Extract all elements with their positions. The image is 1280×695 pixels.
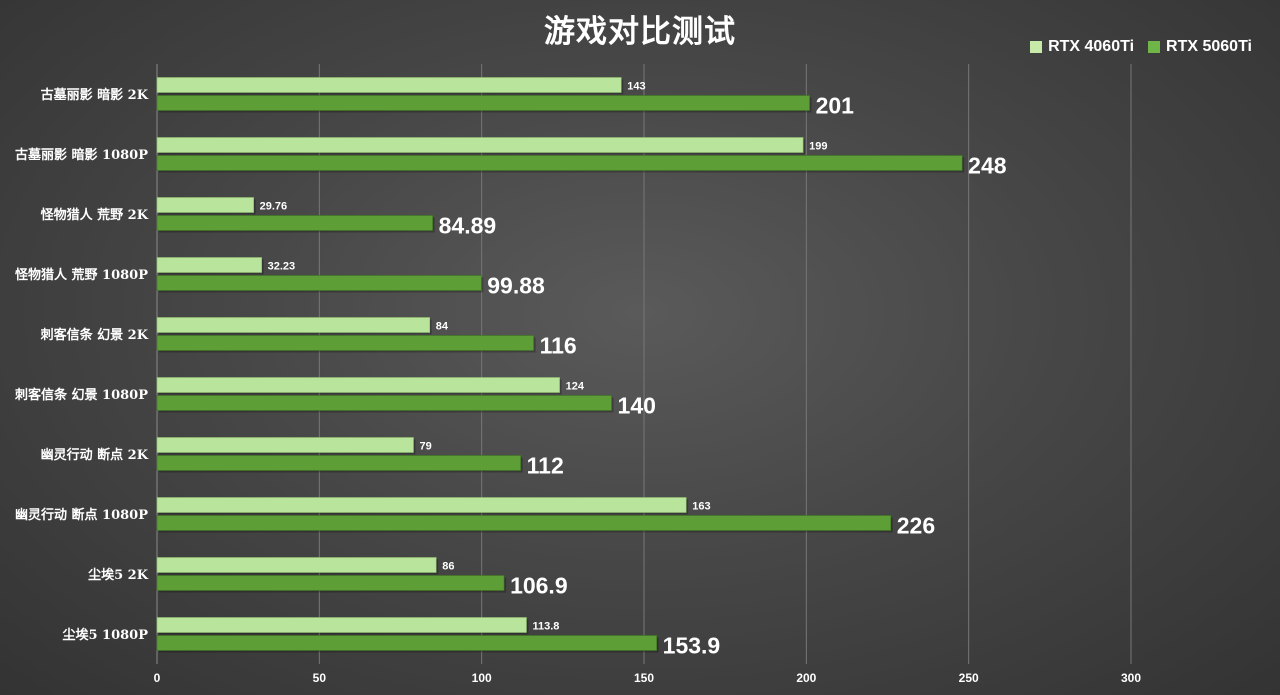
bar-rtx5060ti-2 bbox=[156, 155, 963, 171]
x-tick-label-50: 50 bbox=[313, 671, 327, 685]
legend: RTX 4060Ti RTX 5060Ti bbox=[1030, 38, 1252, 56]
category-label-3: 怪物猎人 荒野 2K bbox=[41, 207, 149, 223]
data-label-rtx5060ti-5: 116 bbox=[540, 333, 577, 359]
data-label-rtx5060ti-8: 226 bbox=[897, 513, 935, 539]
data-label-rtx5060ti-2: 248 bbox=[968, 153, 1007, 179]
x-tick-label-150: 150 bbox=[634, 671, 654, 685]
bar-rtx4060ti-6 bbox=[156, 377, 560, 393]
data-label-rtx4060ti-9: 86 bbox=[442, 561, 454, 573]
category-label-6: 刺客信条 幻景 1080P bbox=[15, 387, 148, 403]
labels: 0 50 100 150 200 250 300 古墓丽影 暗影 2K 143 201 古墓丽影 暗… bbox=[15, 81, 1141, 686]
category-label-4: 怪物猎人 荒野 1080P bbox=[15, 267, 148, 283]
data-label-rtx5060ti-3: 84.89 bbox=[439, 213, 497, 239]
data-label-rtx5060ti-9: 106.9 bbox=[510, 573, 568, 599]
bar-rtx5060ti-1 bbox=[156, 95, 810, 111]
bar-rtx4060ti-7 bbox=[156, 437, 414, 453]
bar-rtx4060ti-4 bbox=[156, 257, 262, 273]
data-label-rtx5060ti-6: 140 bbox=[618, 393, 656, 419]
category-label-8: 幽灵行动 断点 1080P bbox=[15, 507, 148, 523]
bar-rtx4060ti-5 bbox=[156, 317, 431, 333]
data-label-rtx4060ti-2: 199 bbox=[809, 141, 827, 153]
data-label-rtx5060ti-1: 201 bbox=[816, 93, 855, 119]
bar-rtx5060ti-8 bbox=[156, 515, 892, 531]
bar-rtx5060ti-3 bbox=[156, 215, 433, 231]
category-label-1: 古墓丽影 暗影 2K bbox=[41, 87, 149, 103]
bar-rtx4060ti-9 bbox=[156, 557, 437, 573]
data-label-rtx4060ti-5: 84 bbox=[436, 321, 449, 333]
data-label-rtx5060ti-10: 153.9 bbox=[663, 633, 721, 659]
data-label-rtx4060ti-6: 124 bbox=[566, 381, 585, 393]
legend-item-series-1: RTX 4060Ti bbox=[1030, 38, 1134, 56]
category-label-2: 古墓丽影 暗影 1080P bbox=[15, 147, 148, 163]
category-label-10: 尘埃5 1080P bbox=[62, 627, 148, 643]
bars bbox=[156, 77, 965, 653]
x-tick-label-200: 200 bbox=[796, 671, 816, 685]
bar-rtx4060ti-8 bbox=[156, 497, 687, 513]
data-label-rtx4060ti-10: 113.8 bbox=[532, 621, 559, 633]
bar-rtx4060ti-10 bbox=[156, 617, 527, 633]
data-label-rtx4060ti-3: 29.76 bbox=[260, 201, 288, 213]
legend-item-series-2: RTX 5060Ti bbox=[1148, 38, 1252, 56]
legend-label-series-2: RTX 5060Ti bbox=[1166, 38, 1252, 55]
data-label-rtx4060ti-4: 32.23 bbox=[268, 261, 296, 273]
legend-swatch-series-2 bbox=[1148, 41, 1161, 53]
bar-rtx5060ti-6 bbox=[156, 395, 612, 411]
data-label-rtx4060ti-1: 143 bbox=[627, 81, 645, 93]
category-label-9: 尘埃5 2K bbox=[88, 567, 149, 583]
data-label-rtx5060ti-4: 99.88 bbox=[487, 273, 545, 299]
x-tick-label-100: 100 bbox=[472, 671, 492, 685]
bar-rtx5060ti-5 bbox=[156, 335, 534, 351]
bar-rtx5060ti-7 bbox=[156, 455, 521, 471]
category-label-5: 刺客信条 幻景 2K bbox=[41, 327, 149, 343]
x-tick-label-300: 300 bbox=[1121, 671, 1141, 685]
legend-label-series-1: RTX 4060Ti bbox=[1048, 38, 1135, 55]
chart-title: 游戏对比测试 bbox=[544, 14, 736, 50]
category-label-7: 幽灵行动 断点 2K bbox=[41, 447, 149, 463]
bar-rtx4060ti-2 bbox=[156, 137, 804, 153]
x-tick-label-0: 0 bbox=[154, 671, 161, 685]
bar-rtx4060ti-1 bbox=[156, 77, 622, 93]
data-label-rtx4060ti-8: 163 bbox=[692, 501, 710, 513]
bar-rtx5060ti-9 bbox=[156, 575, 505, 591]
x-tick-label-250: 250 bbox=[959, 671, 979, 685]
bar-rtx4060ti-3 bbox=[156, 197, 254, 213]
legend-swatch-series-1 bbox=[1030, 41, 1043, 53]
bar-rtx5060ti-10 bbox=[156, 635, 657, 651]
data-label-rtx5060ti-7: 112 bbox=[527, 453, 564, 479]
data-label-rtx4060ti-7: 79 bbox=[419, 441, 431, 453]
bar-rtx5060ti-4 bbox=[156, 275, 482, 291]
